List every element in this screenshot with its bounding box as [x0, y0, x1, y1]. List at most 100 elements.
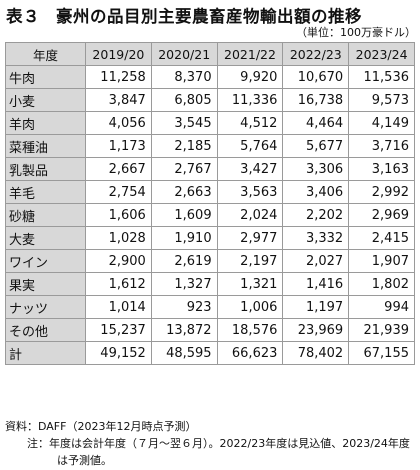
value-cell: 11,336: [216, 88, 284, 112]
value-cell: 16,738: [282, 88, 350, 112]
table-row: 計 49,152 48,595 66,623 78,402 67,155: [5, 341, 415, 365]
footnote: 注：年度は会計年度（７月～翌６月）。2022/23年度は見込値、2023/24年…: [27, 437, 410, 467]
value-cell: 3,332: [282, 226, 350, 250]
value-cell: 66,623: [216, 341, 284, 365]
value-cell: 23,969: [282, 318, 350, 342]
header-row: 年度 2019/20 2020/21 2021/22 2022/23 2023/…: [5, 42, 415, 66]
value-cell: 3,563: [216, 180, 284, 204]
value-cell: 994: [348, 295, 415, 319]
row-label: 果実: [5, 272, 86, 296]
value-cell: 1,173: [85, 134, 152, 158]
table-row: 果実 1,612 1,327 1,321 1,416 1,802: [5, 272, 415, 296]
table-body: 牛肉 11,258 8,370 9,920 10,670 11,536 小麦 3,847 6,8…: [5, 65, 415, 365]
header-cell-year: 2020/21: [150, 42, 218, 66]
table-row: その他 15,237 13,872 18,576 23,969 21,939: [5, 318, 415, 342]
value-cell: 2,202: [282, 203, 350, 227]
value-cell: 3,847: [85, 88, 152, 112]
value-cell: 3,306: [282, 157, 350, 181]
row-label: 牛肉: [5, 65, 86, 89]
value-cell: 2,900: [85, 249, 152, 273]
header-cell-year: 2023/24: [348, 42, 415, 66]
value-cell: 4,512: [216, 111, 284, 135]
value-cell: 3,545: [150, 111, 218, 135]
header-cell-year: 2021/22: [216, 42, 284, 66]
table-row: 羊肉 4,056 3,545 4,512 4,464 4,149: [5, 111, 415, 135]
table-row: 菜種油 1,173 2,185 5,764 5,677 3,716: [5, 134, 415, 158]
row-label: その他: [5, 318, 86, 342]
value-cell: 8,370: [150, 65, 218, 89]
value-cell: 4,056: [85, 111, 152, 135]
row-label: 計: [5, 341, 86, 365]
value-cell: 1,416: [282, 272, 350, 296]
table-row: 砂糖 1,606 1,609 2,024 2,202 2,969: [5, 203, 415, 227]
table-row: ワイン 2,900 2,619 2,197 2,027 1,907: [5, 249, 415, 273]
row-label: 羊肉: [5, 111, 86, 135]
row-label: 羊毛: [5, 180, 86, 204]
source-note: 資料：DAFF（2023年12月時点予測）: [5, 420, 197, 433]
value-cell: 18,576: [216, 318, 284, 342]
export-table: 年度 2019/20 2020/21 2021/22 2022/23 2023/…: [5, 42, 415, 365]
row-label: 菜種油: [5, 134, 86, 158]
row-label: 大麦: [5, 226, 86, 250]
value-cell: 1,028: [85, 226, 152, 250]
value-cell: 1,606: [85, 203, 152, 227]
unit-label: （単位：100万豪ドル）: [296, 26, 416, 39]
row-label: ワイン: [5, 249, 86, 273]
value-cell: 15,237: [85, 318, 152, 342]
value-cell: 11,258: [85, 65, 152, 89]
value-cell: 78,402: [282, 341, 350, 365]
value-cell: 4,464: [282, 111, 350, 135]
value-cell: 2,754: [85, 180, 152, 204]
value-cell: 2,619: [150, 249, 218, 273]
row-label: 小麦: [5, 88, 86, 112]
value-cell: 10,670: [282, 65, 350, 89]
table-row: 大麦 1,028 1,910 2,977 3,332 2,415: [5, 226, 415, 250]
value-cell: 2,969: [348, 203, 415, 227]
table-row: 牛肉 11,258 8,370 9,920 10,670 11,536: [5, 65, 415, 89]
value-cell: 5,764: [216, 134, 284, 158]
value-cell: 9,573: [348, 88, 415, 112]
value-cell: 13,872: [150, 318, 218, 342]
header-cell-label: 年度: [5, 42, 86, 66]
value-cell: 2,992: [348, 180, 415, 204]
value-cell: 6,805: [150, 88, 218, 112]
value-cell: 2,185: [150, 134, 218, 158]
value-cell: 2,415: [348, 226, 415, 250]
value-cell: 2,024: [216, 203, 284, 227]
value-cell: 1,327: [150, 272, 218, 296]
row-label: ナッツ: [5, 295, 86, 319]
value-cell: 923: [150, 295, 218, 319]
value-cell: 2,767: [150, 157, 218, 181]
notes: 資料：DAFF（2023年12月時点予測） 注：年度は会計年度（７月～翌６月）。…: [5, 418, 417, 469]
row-label: 砂糖: [5, 203, 86, 227]
value-cell: 48,595: [150, 341, 218, 365]
header-cell-year: 2019/20: [85, 42, 152, 66]
value-cell: 1,014: [85, 295, 152, 319]
value-cell: 1,612: [85, 272, 152, 296]
value-cell: 21,939: [348, 318, 415, 342]
value-cell: 1,802: [348, 272, 415, 296]
table-row: 羊毛 2,754 2,663 3,563 3,406 2,992: [5, 180, 415, 204]
value-cell: 4,149: [348, 111, 415, 135]
table-row: ナッツ 1,014 923 1,006 1,197 994: [5, 295, 415, 319]
value-cell: 9,920: [216, 65, 284, 89]
value-cell: 3,427: [216, 157, 284, 181]
value-cell: 3,716: [348, 134, 415, 158]
value-cell: 2,027: [282, 249, 350, 273]
table-number: 表３: [6, 7, 40, 26]
value-cell: 1,321: [216, 272, 284, 296]
value-cell: 2,667: [85, 157, 152, 181]
table-row: 乳製品 2,667 2,767 3,427 3,306 3,163: [5, 157, 415, 181]
value-cell: 67,155: [348, 341, 415, 365]
value-cell: 49,152: [85, 341, 152, 365]
table-title-text: 豪州の品目別主要農畜産物輸出額の推移: [56, 7, 362, 26]
value-cell: 2,977: [216, 226, 284, 250]
table-title: 表３ 豪州の品目別主要農畜産物輸出額の推移: [6, 3, 362, 27]
value-cell: 1,609: [150, 203, 218, 227]
value-cell: 3,406: [282, 180, 350, 204]
value-cell: 2,663: [150, 180, 218, 204]
value-cell: 3,163: [348, 157, 415, 181]
header-cell-year: 2022/23: [282, 42, 350, 66]
value-cell: 2,197: [216, 249, 284, 273]
